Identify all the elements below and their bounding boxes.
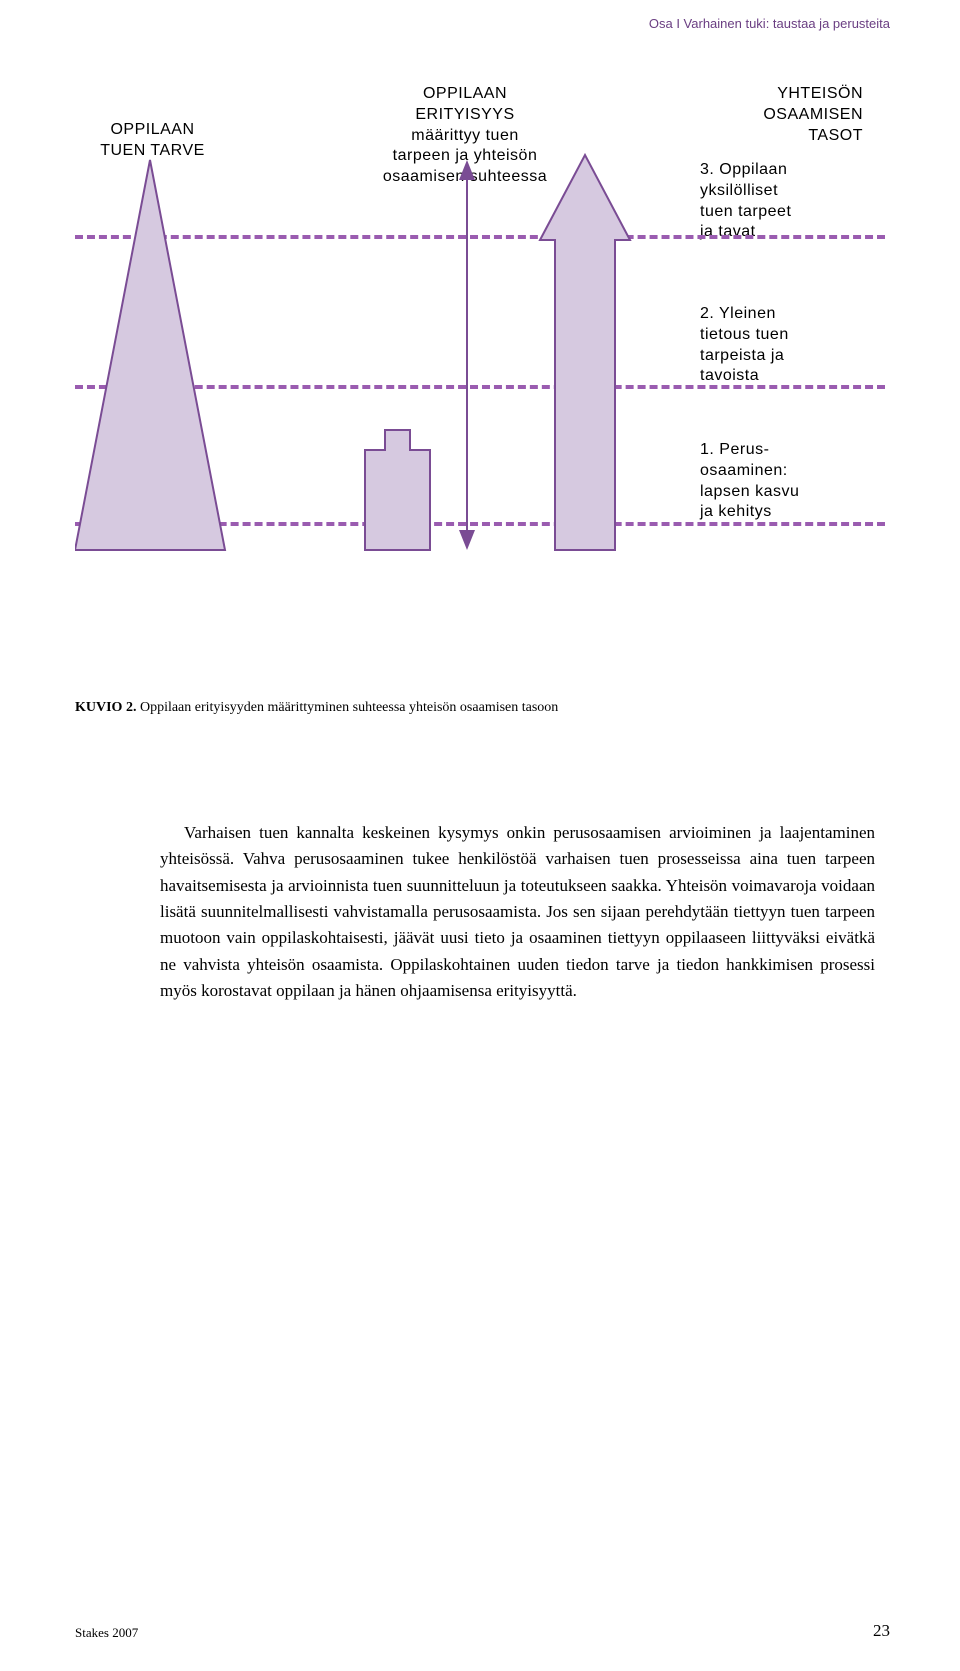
- footer-source: Stakes 2007: [75, 1625, 138, 1641]
- page-section-header: Osa I Varhainen tuki: taustaa ja peruste…: [649, 16, 890, 31]
- big-block-arrow: [540, 155, 630, 550]
- triangle-shape: [75, 160, 225, 550]
- caption-text: Oppilaan erityisyyden määrittyminen suht…: [140, 700, 558, 715]
- body-paragraph: Varhaisen tuen kannalta keskeinen kysymy…: [160, 820, 875, 1004]
- page-number: 23: [873, 1621, 890, 1641]
- small-block-arrow: [365, 430, 430, 550]
- diagram-container: OPPILAANTUEN TARVE OPPILAANERITYISYYSmää…: [75, 60, 885, 670]
- figure-caption: KUVIO 2. Oppilaan erityisyyden määrittym…: [75, 700, 558, 716]
- diagram-shapes: [75, 60, 885, 670]
- caption-prefix: KUVIO 2.: [75, 700, 136, 715]
- double-headed-arrow: [459, 160, 475, 550]
